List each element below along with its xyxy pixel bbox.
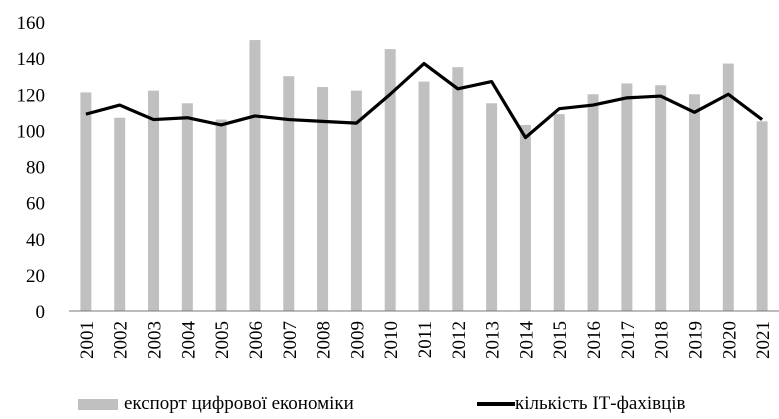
x-tick-label: 2020 xyxy=(719,321,740,359)
legend: експорт цифрової економіки кількість ІТ-… xyxy=(0,393,779,419)
bar-2003 xyxy=(148,90,160,311)
legend-label-export: експорт цифрової економіки xyxy=(124,393,354,414)
y-tick-label: 40 xyxy=(26,230,45,251)
legend-item-it-specialists: кількість ІТ-фахівців xyxy=(477,393,686,415)
y-tick-label: 80 xyxy=(26,158,45,179)
bar-2006 xyxy=(249,40,261,311)
y-tick-label: 60 xyxy=(26,194,45,215)
x-tick-label: 2004 xyxy=(178,321,199,360)
bar-2011 xyxy=(418,81,430,311)
x-tick-label: 2013 xyxy=(483,321,504,359)
x-tick-label: 2002 xyxy=(111,321,132,359)
y-tick-label: 120 xyxy=(17,85,46,106)
bar-2021 xyxy=(756,121,768,311)
x-tick-label: 2003 xyxy=(145,321,166,359)
x-tick-label: 2010 xyxy=(381,321,402,359)
y-tick-label: 0 xyxy=(36,302,46,323)
x-tick-label: 2018 xyxy=(652,321,673,359)
y-axis: 0 20 40 60 80 100 120 140 160 xyxy=(17,13,46,323)
x-axis: 2001 2002 2003 2004 2005 2006 2007 2008 2009 2010… xyxy=(77,321,774,360)
x-tick-label: 2006 xyxy=(246,321,267,359)
bar-2007 xyxy=(283,76,295,311)
bar-2001 xyxy=(80,92,92,311)
legend-item-export: експорт цифрової економіки xyxy=(78,393,354,415)
x-tick-label: 2021 xyxy=(753,321,774,359)
y-tick-label: 20 xyxy=(26,266,45,287)
x-tick-label: 2005 xyxy=(212,321,233,359)
x-tick-label: 2011 xyxy=(415,321,436,358)
x-tick-label: 2015 xyxy=(550,321,571,359)
x-tick-label: 2016 xyxy=(584,321,605,359)
line-series-it-specialists xyxy=(85,61,764,140)
x-tick-label: 2019 xyxy=(685,321,706,359)
bar-2014 xyxy=(519,124,531,311)
y-tick-label: 140 xyxy=(17,49,46,70)
x-tick-label: 2007 xyxy=(280,321,301,359)
bar-2015 xyxy=(553,114,565,312)
x-tick-label: 2014 xyxy=(516,321,537,360)
bar-2012 xyxy=(452,67,464,311)
legend-line-swatch xyxy=(477,402,515,406)
bar-2002 xyxy=(114,117,126,311)
legend-bar-swatch xyxy=(78,398,118,410)
y-tick-label: 160 xyxy=(17,13,46,34)
bar-2009 xyxy=(350,90,362,311)
bar-2020 xyxy=(722,63,734,312)
bar-2016 xyxy=(587,94,599,311)
bar-2019 xyxy=(688,94,700,311)
bar-series-export xyxy=(80,40,768,312)
x-tick-label: 2001 xyxy=(77,321,98,359)
legend-label-it-specialists: кількість ІТ-фахівців xyxy=(515,393,686,414)
bar-2008 xyxy=(317,87,329,312)
x-tick-label: 2009 xyxy=(347,321,368,359)
bar-2018 xyxy=(655,85,667,311)
y-tick-label: 100 xyxy=(17,121,46,142)
bar-2017 xyxy=(621,83,633,311)
x-tick-label: 2008 xyxy=(314,321,335,359)
bar-2005 xyxy=(215,119,227,311)
x-tick-label: 2017 xyxy=(618,321,639,359)
bar-2013 xyxy=(486,103,498,311)
x-tick-label: 2012 xyxy=(449,321,470,359)
bar-2010 xyxy=(384,49,396,311)
bar-2004 xyxy=(181,103,193,311)
